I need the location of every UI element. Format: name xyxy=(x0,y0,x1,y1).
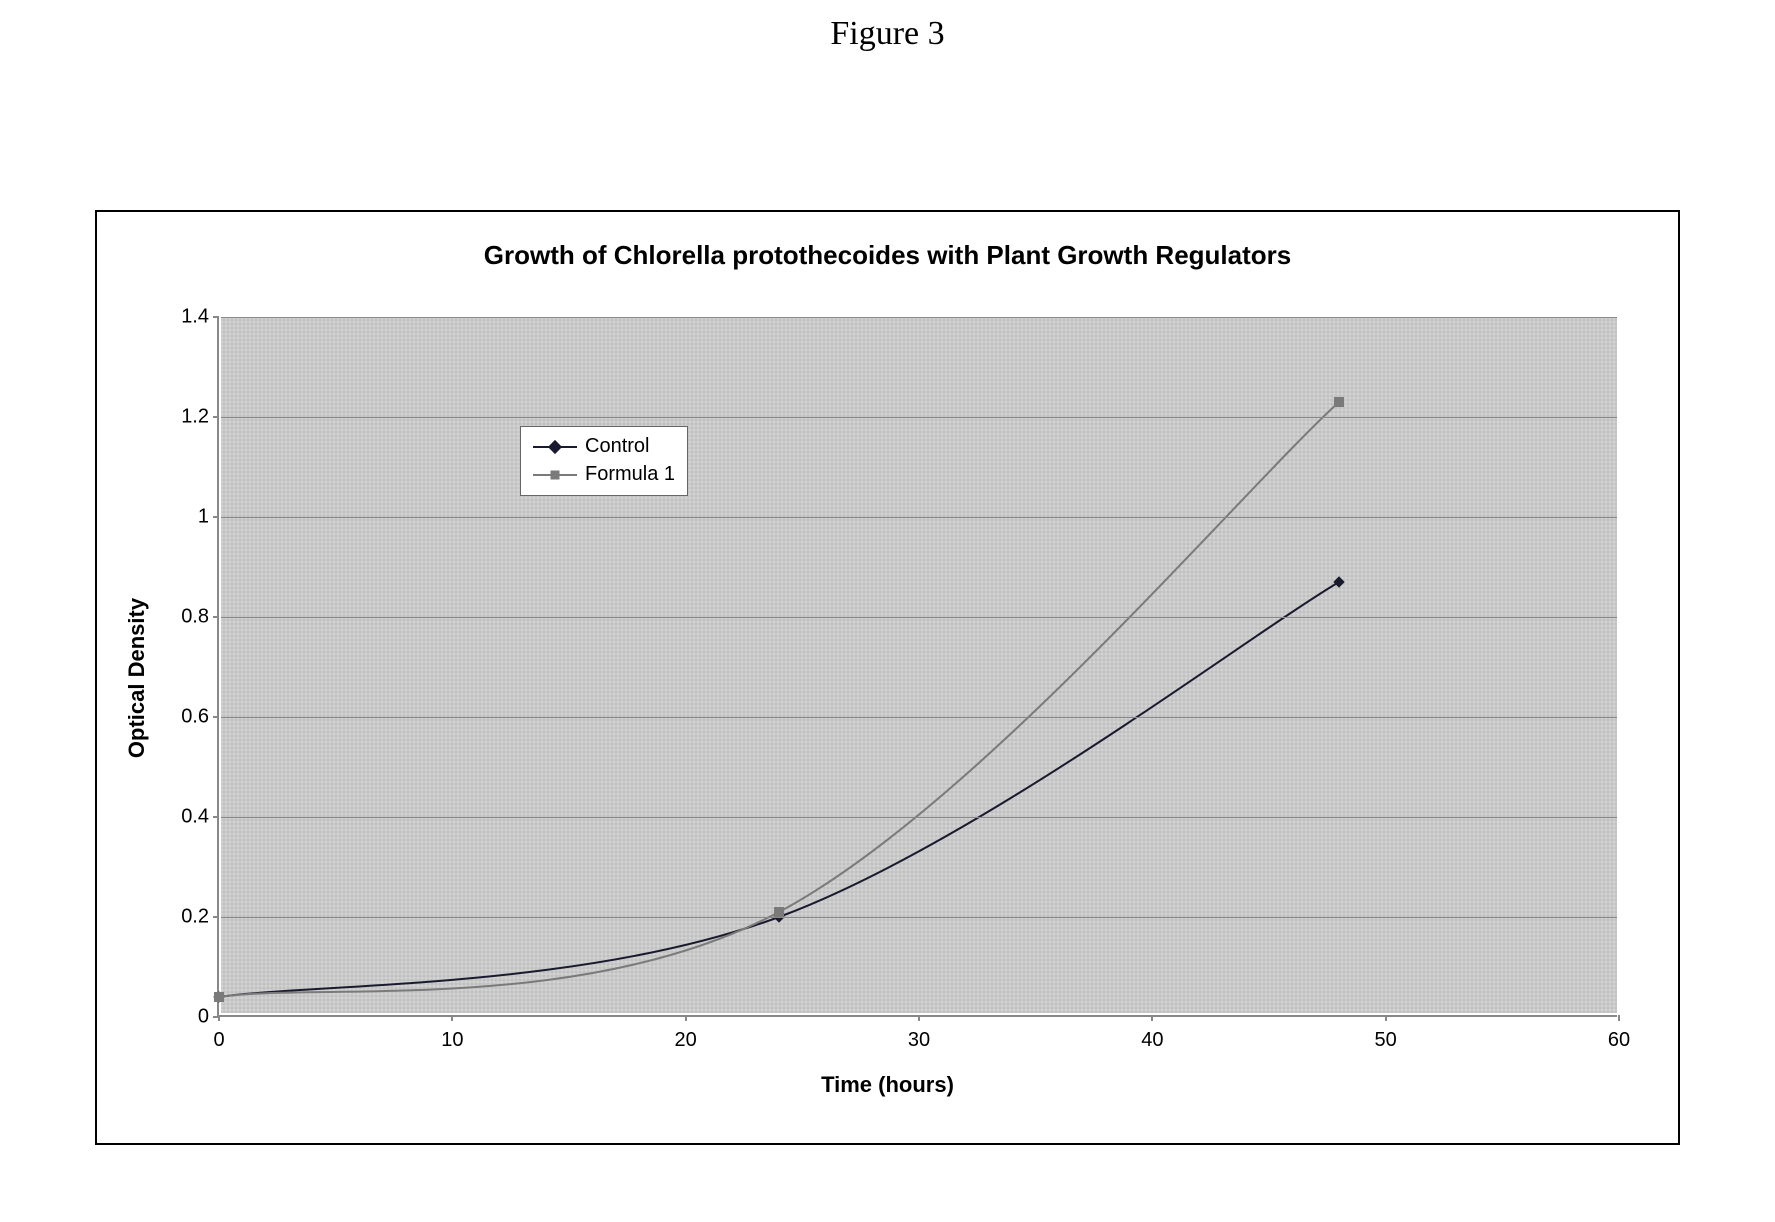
x-tick xyxy=(451,1015,453,1021)
legend: Control Formula 1 xyxy=(520,426,688,496)
legend-row: Formula 1 xyxy=(533,461,675,489)
y-tick xyxy=(213,416,219,418)
legend-row: Control xyxy=(533,433,675,461)
x-tick xyxy=(1385,1015,1387,1021)
y-tick xyxy=(213,716,219,718)
x-tick-label: 20 xyxy=(675,1029,697,1052)
gridline xyxy=(221,617,1617,618)
y-tick xyxy=(213,916,219,918)
gridline xyxy=(221,717,1617,718)
marker-square xyxy=(1335,398,1344,407)
x-tick xyxy=(918,1015,920,1021)
gridline xyxy=(221,817,1617,818)
legend-label: Formula 1 xyxy=(585,463,675,486)
legend-swatch xyxy=(533,439,577,455)
y-tick-label: 0.4 xyxy=(164,806,209,829)
y-tick-label: 1 xyxy=(164,506,209,529)
x-tick xyxy=(1618,1015,1620,1021)
y-tick xyxy=(213,816,219,818)
plot-wrap: ControlFormula 1 00.20.40.60.811.21.4010… xyxy=(217,317,1617,1017)
x-tick xyxy=(1151,1015,1153,1021)
x-tick-label: 0 xyxy=(213,1029,224,1052)
x-tick xyxy=(218,1015,220,1021)
y-tick-label: 0.6 xyxy=(164,706,209,729)
y-tick xyxy=(213,616,219,618)
chart-frame: Growth of Chlorella protothecoides with … xyxy=(95,210,1680,1145)
x-tick-label: 60 xyxy=(1608,1029,1630,1052)
y-tick-label: 0.2 xyxy=(164,906,209,929)
series-line-0 xyxy=(219,582,1339,997)
gridline xyxy=(221,917,1617,918)
plot-svg xyxy=(219,317,1619,1017)
diamond-icon xyxy=(548,439,562,453)
y-axis-title: Optical Density xyxy=(124,597,150,757)
chart-title: Growth of Chlorella protothecoides with … xyxy=(97,240,1678,271)
x-tick-label: 50 xyxy=(1375,1029,1397,1052)
x-tick-label: 10 xyxy=(441,1029,463,1052)
y-tick-label: 0 xyxy=(164,1006,209,1029)
gridline xyxy=(221,517,1617,518)
y-tick-label: 0.8 xyxy=(164,606,209,629)
y-tick-label: 1.4 xyxy=(164,306,209,329)
square-icon xyxy=(551,470,560,479)
marker-square xyxy=(775,908,784,917)
x-tick-label: 40 xyxy=(1141,1029,1163,1052)
marker-square xyxy=(215,993,224,1002)
y-tick xyxy=(213,516,219,518)
y-tick-label: 1.2 xyxy=(164,406,209,429)
legend-swatch xyxy=(533,467,577,483)
gridline xyxy=(221,317,1617,318)
legend-label: Control xyxy=(585,435,649,458)
figure-label: Figure 3 xyxy=(0,15,1775,53)
x-tick xyxy=(685,1015,687,1021)
gridline xyxy=(221,417,1617,418)
marker-diamond xyxy=(1334,577,1344,587)
y-tick xyxy=(213,316,219,318)
plot-area: ControlFormula 1 00.20.40.60.811.21.4010… xyxy=(217,317,1617,1017)
x-tick-label: 30 xyxy=(908,1029,930,1052)
x-axis-title: Time (hours) xyxy=(97,1072,1678,1098)
